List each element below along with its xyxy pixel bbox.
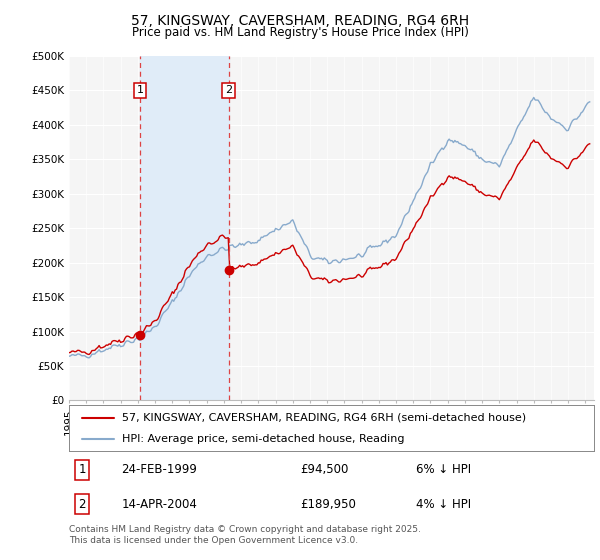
Text: 4% ↓ HPI: 4% ↓ HPI xyxy=(415,498,470,511)
Text: HPI: Average price, semi-detached house, Reading: HPI: Average price, semi-detached house,… xyxy=(121,435,404,444)
Text: 1: 1 xyxy=(79,463,86,476)
Text: Price paid vs. HM Land Registry's House Price Index (HPI): Price paid vs. HM Land Registry's House … xyxy=(131,26,469,39)
Text: 2: 2 xyxy=(79,498,86,511)
Text: Contains HM Land Registry data © Crown copyright and database right 2025.
This d: Contains HM Land Registry data © Crown c… xyxy=(69,525,421,545)
Text: 6% ↓ HPI: 6% ↓ HPI xyxy=(415,463,470,476)
Text: 57, KINGSWAY, CAVERSHAM, READING, RG4 6RH: 57, KINGSWAY, CAVERSHAM, READING, RG4 6R… xyxy=(131,14,469,28)
Text: 1: 1 xyxy=(136,86,143,95)
Text: 2: 2 xyxy=(225,86,232,95)
Text: 57, KINGSWAY, CAVERSHAM, READING, RG4 6RH (semi-detached house): 57, KINGSWAY, CAVERSHAM, READING, RG4 6R… xyxy=(121,413,526,423)
Text: £94,500: £94,500 xyxy=(300,463,349,476)
Text: £189,950: £189,950 xyxy=(300,498,356,511)
Bar xyxy=(140,56,229,400)
Text: 24-FEB-1999: 24-FEB-1999 xyxy=(121,463,197,476)
Text: 14-APR-2004: 14-APR-2004 xyxy=(121,498,197,511)
